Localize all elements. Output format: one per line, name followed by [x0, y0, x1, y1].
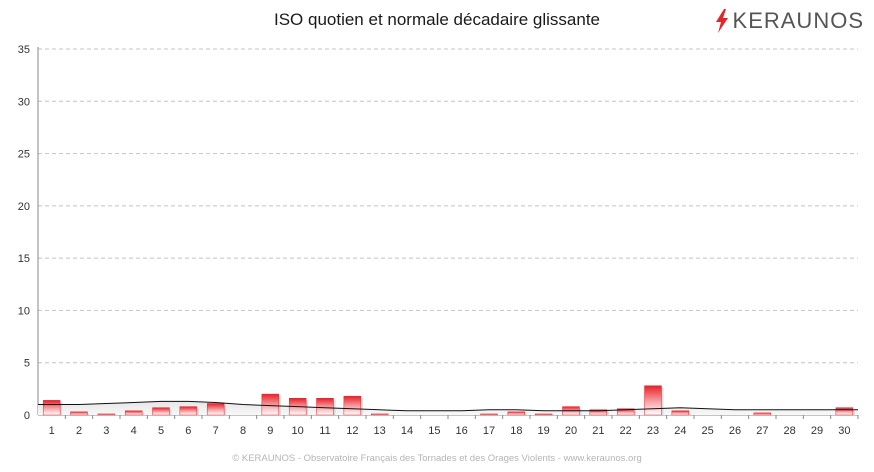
footer-credit: © KERAUNOS - Observatoire Français des T…: [232, 453, 642, 464]
x-tick-label: 5: [158, 425, 164, 437]
bar: [753, 412, 772, 416]
x-tick-label: 21: [592, 425, 604, 437]
bar: [671, 410, 690, 416]
x-tick-label: 20: [565, 425, 577, 437]
lightning-bolt-icon: [715, 9, 728, 33]
normal-line: [37, 400, 859, 412]
bar: [206, 403, 225, 416]
y-tick-label: 30: [18, 96, 30, 108]
y-tick-label: 10: [18, 305, 30, 317]
x-tick-label: 29: [811, 425, 823, 437]
keraunos-logo: KERAUNOS: [715, 8, 864, 34]
x-tick-label: 11: [319, 425, 330, 437]
bar: [507, 411, 526, 416]
bar: [835, 407, 854, 416]
bar: [70, 411, 88, 416]
x-tick-label: 3: [103, 425, 109, 437]
x-tick-label: 27: [756, 425, 768, 437]
y-tick-label: 5: [24, 358, 30, 370]
bar: [179, 406, 198, 416]
y-tick-label: 15: [18, 253, 30, 265]
bar: [316, 398, 334, 416]
x-tick-label: 24: [674, 425, 686, 437]
bar: [97, 413, 116, 416]
y-tick-label: 25: [18, 149, 30, 161]
logo-text: KERAUNOS: [732, 8, 864, 33]
y-tick-label: 0: [24, 410, 30, 422]
x-tick-label: 16: [456, 425, 468, 437]
x-tick-label: 6: [185, 425, 191, 437]
x-tick-label: 23: [647, 425, 659, 437]
x-tick-label: 7: [213, 425, 219, 437]
x-tick-label: 25: [702, 425, 714, 437]
y-tick-label: 20: [18, 201, 30, 213]
x-tick-label: 13: [374, 425, 386, 437]
bar: [124, 410, 143, 416]
y-tick-label: 35: [18, 44, 30, 56]
x-tick-label: 17: [483, 425, 495, 437]
x-tick-label: 4: [131, 425, 137, 437]
bar: [644, 385, 662, 416]
bar: [589, 409, 608, 416]
bar: [480, 413, 498, 416]
bar: [616, 408, 635, 416]
x-tick-label: 28: [784, 425, 796, 437]
x-tick-label: 9: [267, 425, 273, 437]
x-tick-label: 1: [49, 425, 55, 437]
x-tick-label: 30: [838, 425, 850, 437]
x-tick-label: 2: [76, 425, 82, 437]
x-tick-label: 8: [240, 425, 246, 437]
x-tick-label: 18: [510, 425, 522, 437]
x-tick-label: 22: [620, 425, 632, 437]
x-tick-label: 14: [401, 425, 413, 437]
bar: [370, 413, 389, 416]
bar: [343, 395, 362, 416]
bar: [261, 393, 280, 416]
chart-title: ISO quotien et normale décadaire glissan…: [273, 10, 601, 29]
bar: [152, 407, 170, 416]
x-tick-label: 15: [428, 425, 440, 437]
bar: [534, 413, 553, 416]
bar: [42, 400, 61, 416]
x-tick-label: 10: [292, 425, 304, 437]
x-tick-label: 12: [346, 425, 358, 437]
x-tick-label: 26: [729, 425, 741, 437]
x-tick-label: 19: [538, 425, 550, 437]
